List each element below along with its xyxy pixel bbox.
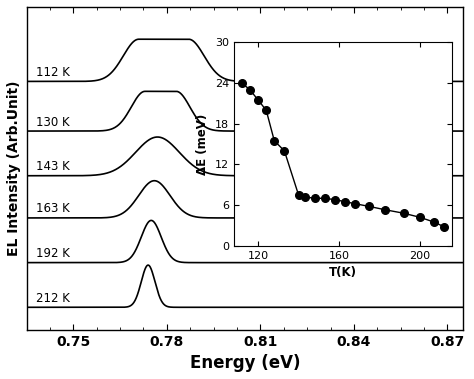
Text: 112 K: 112 K <box>36 66 70 79</box>
Text: 143 K: 143 K <box>36 160 70 173</box>
Text: 192 K: 192 K <box>36 247 70 260</box>
Text: 163 K: 163 K <box>36 202 70 215</box>
X-axis label: Energy (eV): Energy (eV) <box>190 354 300 372</box>
Text: 212 K: 212 K <box>36 292 70 305</box>
Text: 130 K: 130 K <box>36 116 70 128</box>
Y-axis label: EL Intensity (Arb.Unit): EL Intensity (Arb.Unit) <box>7 81 21 256</box>
